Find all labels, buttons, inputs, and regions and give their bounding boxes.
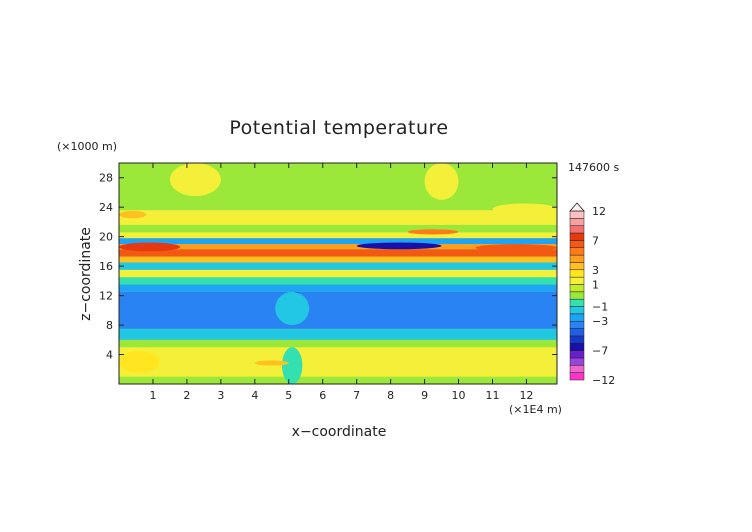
contour-band-12: [119, 238, 557, 245]
y-axis: 4 8 12 16 20 24 28: [99, 172, 557, 362]
contour-feature-7: [254, 360, 289, 366]
contour-band-6: [119, 277, 557, 285]
colorbar-swatch-13: [569, 276, 585, 285]
x-axis-label: x−coordinate: [292, 424, 387, 440]
y-unit-label: (×1000 m): [57, 140, 117, 153]
contour-feature-10: [169, 163, 221, 197]
x-tick-label: 5: [285, 389, 292, 402]
y-tick-label: 16: [99, 260, 113, 273]
contour-feature-0: [356, 242, 442, 250]
contour-feature-1: [407, 229, 459, 235]
contour-band-4: [119, 291, 557, 329]
colorbar-swatch-2: [569, 357, 585, 366]
time-label: 147600 s: [568, 161, 619, 174]
colorbar-tick-label: −12: [592, 374, 615, 387]
colorbar-swatch-20: [569, 225, 585, 234]
contour-feature-8: [118, 350, 160, 373]
contour-band-2: [119, 339, 557, 348]
colorbar-swatch-22: [569, 210, 585, 219]
contour-band-3: [119, 328, 557, 340]
colorbar-swatch-19: [569, 232, 585, 241]
colorbar-swatch-3: [569, 350, 585, 359]
colorbar-tick-label: −7: [592, 345, 608, 358]
colorbar-swatch-1: [569, 365, 585, 373]
y-tick-label: 4: [106, 349, 113, 362]
contour-band-13: [119, 232, 557, 239]
contour-band-15: [119, 210, 557, 225]
contour-feature-9: [118, 210, 147, 219]
contour-feature-12: [492, 203, 557, 215]
colorbar-tick-label: −3: [592, 315, 608, 328]
colorbar: 12 7 31 −1−3 −7 −12: [569, 202, 615, 387]
contour-band-7: [119, 269, 557, 278]
x-unit-label: (×1E4 m): [509, 403, 562, 416]
colorbar-tick-label: 1: [592, 278, 599, 291]
plot-area: [118, 162, 558, 385]
contour-band-16: [119, 196, 557, 211]
contour-feature-11: [424, 163, 459, 200]
colorbar-swatch-21: [569, 218, 585, 226]
x-tick-label: 7: [353, 389, 360, 402]
colorbar-swatch-5: [569, 335, 585, 344]
colorbar-swatch-6: [569, 328, 585, 337]
colorbar-swatch-8: [569, 313, 585, 322]
x-tick-label: 11: [485, 389, 499, 402]
colorbar-swatch-10: [569, 298, 585, 307]
colorbar-extend-triangle: [569, 202, 585, 212]
x-tick-label: 1: [149, 389, 156, 402]
x-tick-label: 10: [452, 389, 466, 402]
y-tick-label: 20: [99, 231, 113, 244]
contour-feature-2: [119, 242, 181, 252]
contour-band-9: [119, 256, 557, 263]
colorbar-swatch-16: [569, 254, 585, 263]
x-tick-label: 6: [319, 389, 326, 402]
colorbar-tick-label: 7: [592, 234, 599, 247]
x-tick-label: 2: [183, 389, 190, 402]
contour-band-5: [119, 284, 557, 292]
colorbar-tick-label: −1: [592, 301, 608, 314]
chart-title: Potential temperature: [229, 117, 448, 139]
colorbar-swatch-9: [569, 306, 585, 315]
y-axis-label: z−coordinate: [78, 227, 94, 321]
colorbar-swatch-0: [569, 372, 585, 381]
y-tick-label: 24: [99, 201, 113, 214]
y-tick-label: 28: [99, 172, 113, 185]
y-tick-label: 8: [106, 319, 113, 332]
contour-band-8: [119, 262, 557, 270]
contour-feature-6: [281, 347, 303, 385]
contour-band-10: [119, 249, 557, 257]
x-tick-label: 8: [387, 389, 394, 402]
contour-band-1: [119, 347, 557, 377]
colorbar-swatch-12: [569, 284, 585, 293]
colorbar-swatch-11: [569, 291, 585, 300]
colorbar-swatch-14: [569, 269, 585, 278]
contour-band-14: [119, 224, 557, 233]
colorbar-tick-label: 3: [592, 264, 599, 277]
contour-band-11: [119, 244, 557, 250]
contour-band-0: [119, 376, 557, 384]
contour-feature-3: [475, 244, 557, 252]
x-tick-label: 3: [217, 389, 224, 402]
contour-feature-5: [275, 291, 310, 326]
colorbar-swatch-4: [569, 343, 585, 351]
x-axis: 1 2 3 4 5 6 7 8 9 10 11 12: [149, 163, 533, 402]
y-tick-label: 12: [99, 290, 113, 303]
colorbar-tick-label: 12: [592, 205, 606, 218]
x-tick-label: 12: [519, 389, 533, 402]
colorbar-swatch-18: [569, 240, 585, 248]
x-tick-label: 4: [251, 389, 258, 402]
plot-frame: [118, 162, 558, 385]
x-tick-label: 9: [421, 389, 428, 402]
colorbar-swatch-7: [569, 320, 585, 329]
colorbar-swatch-15: [569, 262, 585, 271]
colorbar-swatch-17: [569, 247, 585, 256]
